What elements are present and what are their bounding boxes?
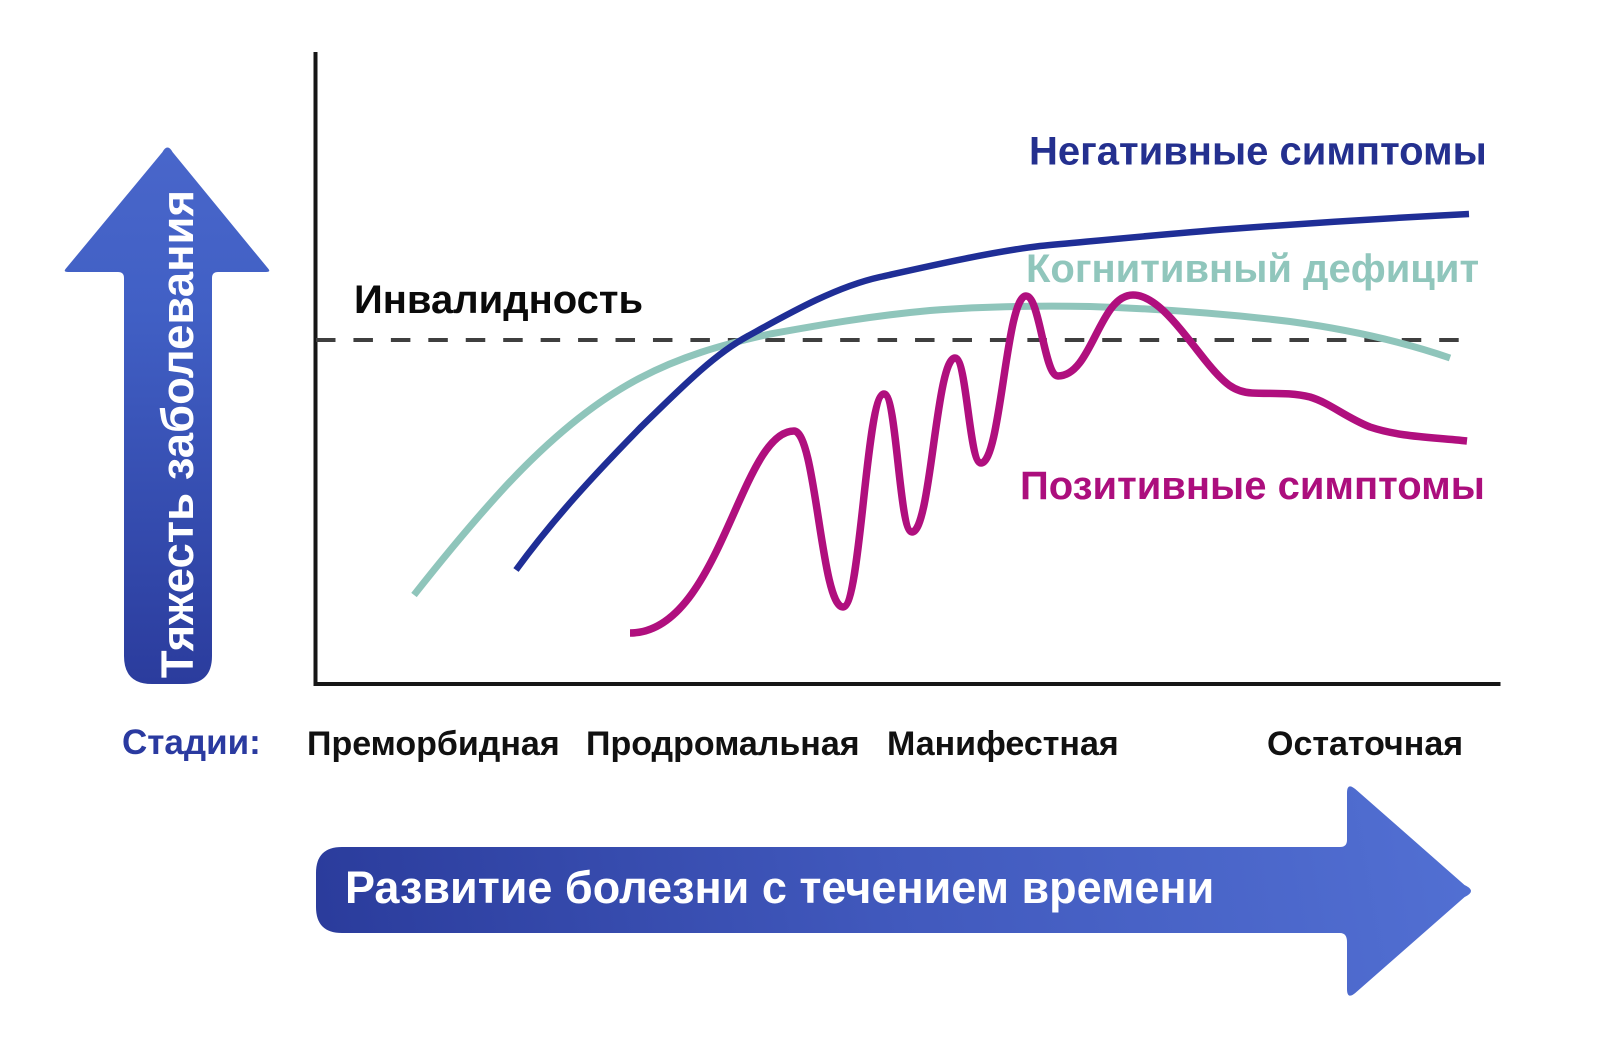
svg-text:Когнитивный дефицит: Когнитивный дефицит <box>1026 247 1479 291</box>
svg-text:Позитивные симптомы: Позитивные симптомы <box>1020 464 1485 508</box>
svg-text:Стадии:: Стадии: <box>122 723 261 762</box>
svg-text:Негативные симптомы: Негативные симптомы <box>1029 130 1487 174</box>
svg-text:Развитие болезни с течением вр: Развитие болезни с течением времени <box>345 862 1214 913</box>
svg-text:Тяжесть заболевания: Тяжесть заболевания <box>152 190 203 678</box>
svg-text:Манифестная: Манифестная <box>887 725 1119 763</box>
svg-text:Преморбидная: Преморбидная <box>307 725 560 763</box>
svg-text:Остаточная: Остаточная <box>1267 725 1463 763</box>
svg-text:Продромальная: Продромальная <box>586 725 860 763</box>
svg-text:Инвалидность: Инвалидность <box>354 278 643 322</box>
